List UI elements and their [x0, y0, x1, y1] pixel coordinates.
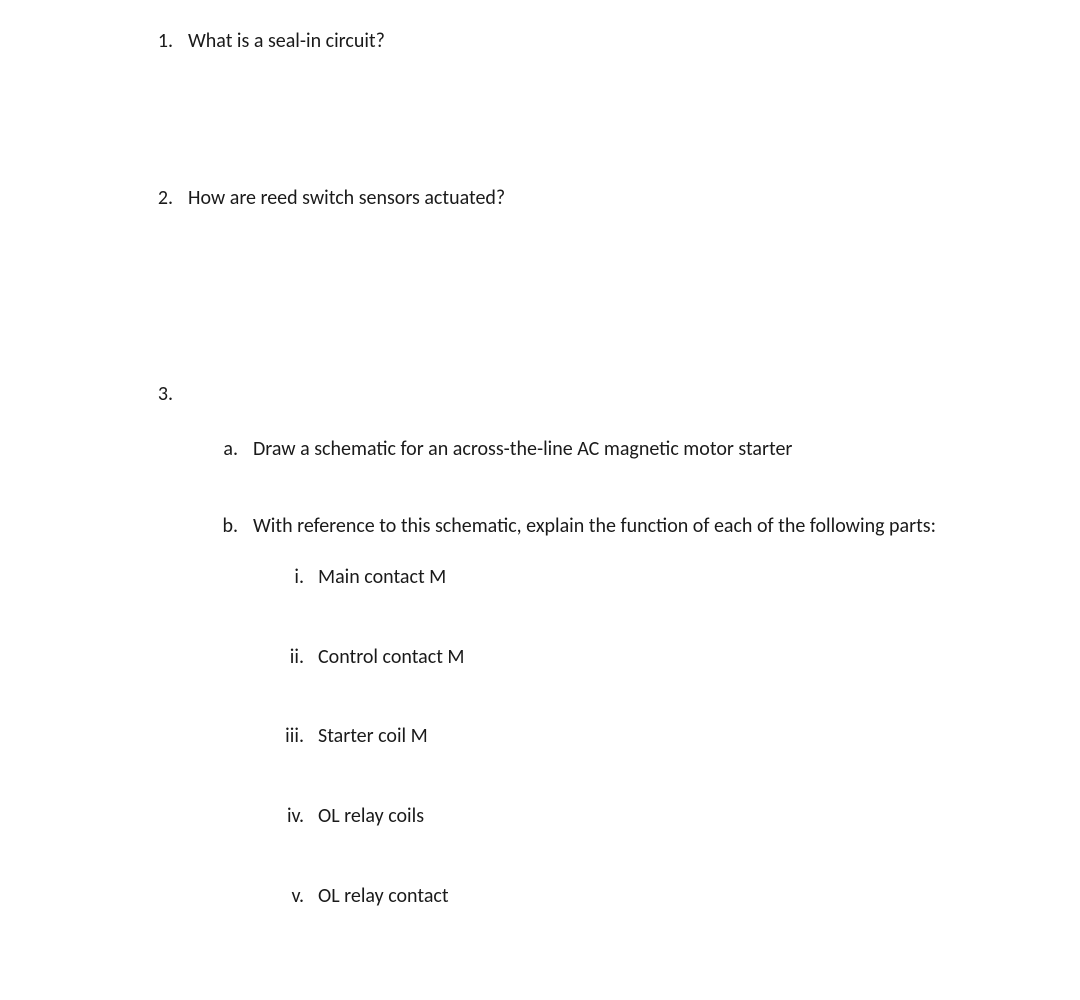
subsubquestion-number: i.: [282, 565, 304, 589]
subsubquestion-item: iv. OL relay coils: [282, 804, 424, 828]
subsubquestion-text: Control contact M: [318, 645, 465, 669]
question-item: 2. How are reed switch sensors actuated?: [153, 186, 505, 210]
question-number: 2.: [153, 186, 173, 210]
question-text: What is a seal-in circuit?: [188, 29, 385, 53]
subsubquestion-number: v.: [282, 884, 304, 908]
question-item: 1. What is a seal-in circuit?: [153, 29, 385, 53]
subsubquestion-text: OL relay coils: [318, 804, 424, 828]
subquestion-number: b.: [218, 514, 238, 538]
subsubquestion-number: iv.: [282, 804, 304, 828]
subquestion-number: a.: [218, 437, 238, 461]
subsubquestion-text: Starter coil M: [318, 724, 428, 748]
subsubquestion-text: Main contact M: [318, 565, 446, 589]
subsubquestion-number: iii.: [282, 724, 304, 748]
question-item: 3.: [153, 382, 188, 406]
document-page: 1. What is a seal-in circuit? 2. How are…: [0, 0, 1080, 1000]
subsubquestion-item: ii. Control contact M: [282, 645, 465, 669]
subsubquestion-item: i. Main contact M: [282, 565, 446, 589]
question-number: 1.: [153, 29, 173, 53]
subquestion-text: With reference to this schematic, explai…: [253, 514, 1038, 538]
subsubquestion-item: v. OL relay contact: [282, 884, 449, 908]
subquestion-text: Draw a schematic for an across-the-line …: [253, 437, 792, 461]
subsubquestion-text: OL relay contact: [318, 884, 449, 908]
subsubquestion-number: ii.: [282, 645, 304, 669]
question-number: 3.: [153, 382, 173, 406]
question-text: How are reed switch sensors actuated?: [188, 186, 505, 210]
subquestion-item: b. With reference to this schematic, exp…: [218, 514, 1038, 538]
subquestion-item: a. Draw a schematic for an across-the-li…: [218, 437, 792, 461]
subsubquestion-item: iii. Starter coil M: [282, 724, 428, 748]
